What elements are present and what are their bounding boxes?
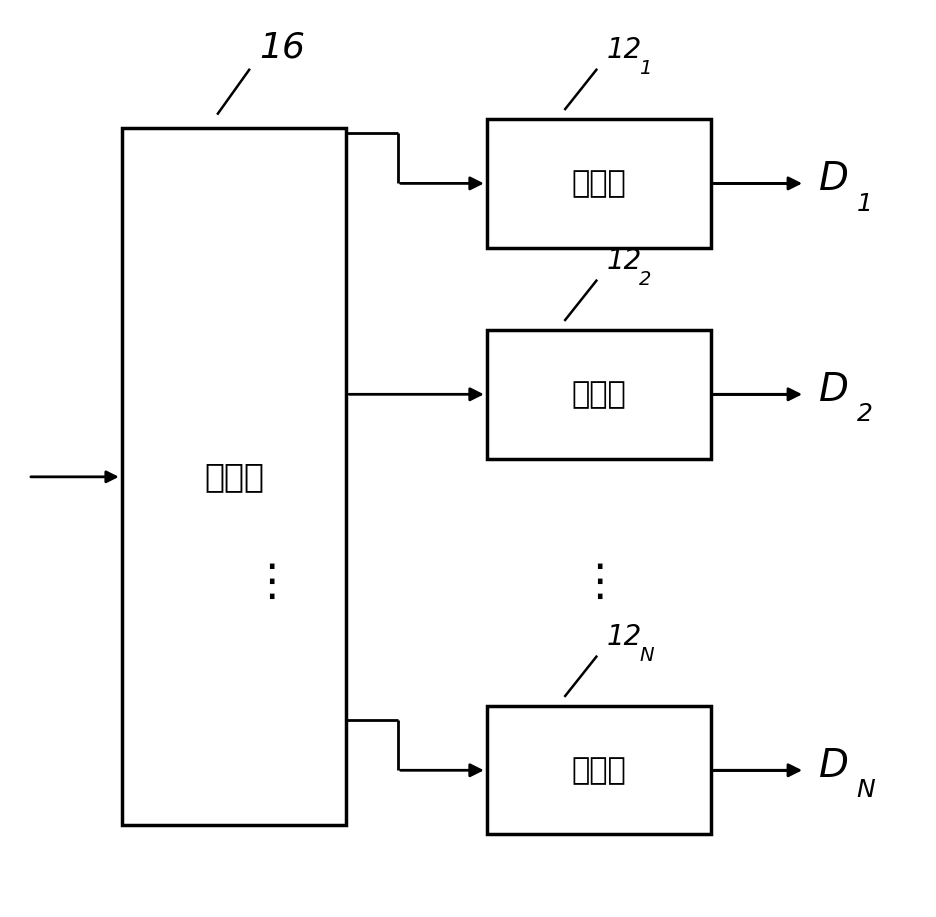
Text: 1: 1 [639,59,651,78]
Text: 解码器: 解码器 [572,380,626,409]
Text: 2: 2 [856,403,872,426]
Bar [122,128,346,825]
Text: N: N [856,779,875,802]
Text: 12: 12 [607,36,642,64]
Text: 解码器: 解码器 [572,169,626,198]
Text: 解码器: 解码器 [572,756,626,785]
Text: D: D [819,370,849,409]
Text: 2: 2 [639,270,651,289]
Text: 16: 16 [259,30,305,64]
Bar [487,119,711,248]
Text: 分配器: 分配器 [204,460,264,493]
Text: ⋮: ⋮ [577,561,622,603]
Text: D: D [819,160,849,198]
Text: N: N [639,646,654,665]
Text: D: D [819,746,849,785]
Bar [487,706,711,834]
Bar [487,330,711,458]
Text: 12: 12 [607,247,642,275]
Text: 12: 12 [607,623,642,651]
Text: ⋮: ⋮ [249,561,294,603]
Text: 1: 1 [856,192,872,215]
